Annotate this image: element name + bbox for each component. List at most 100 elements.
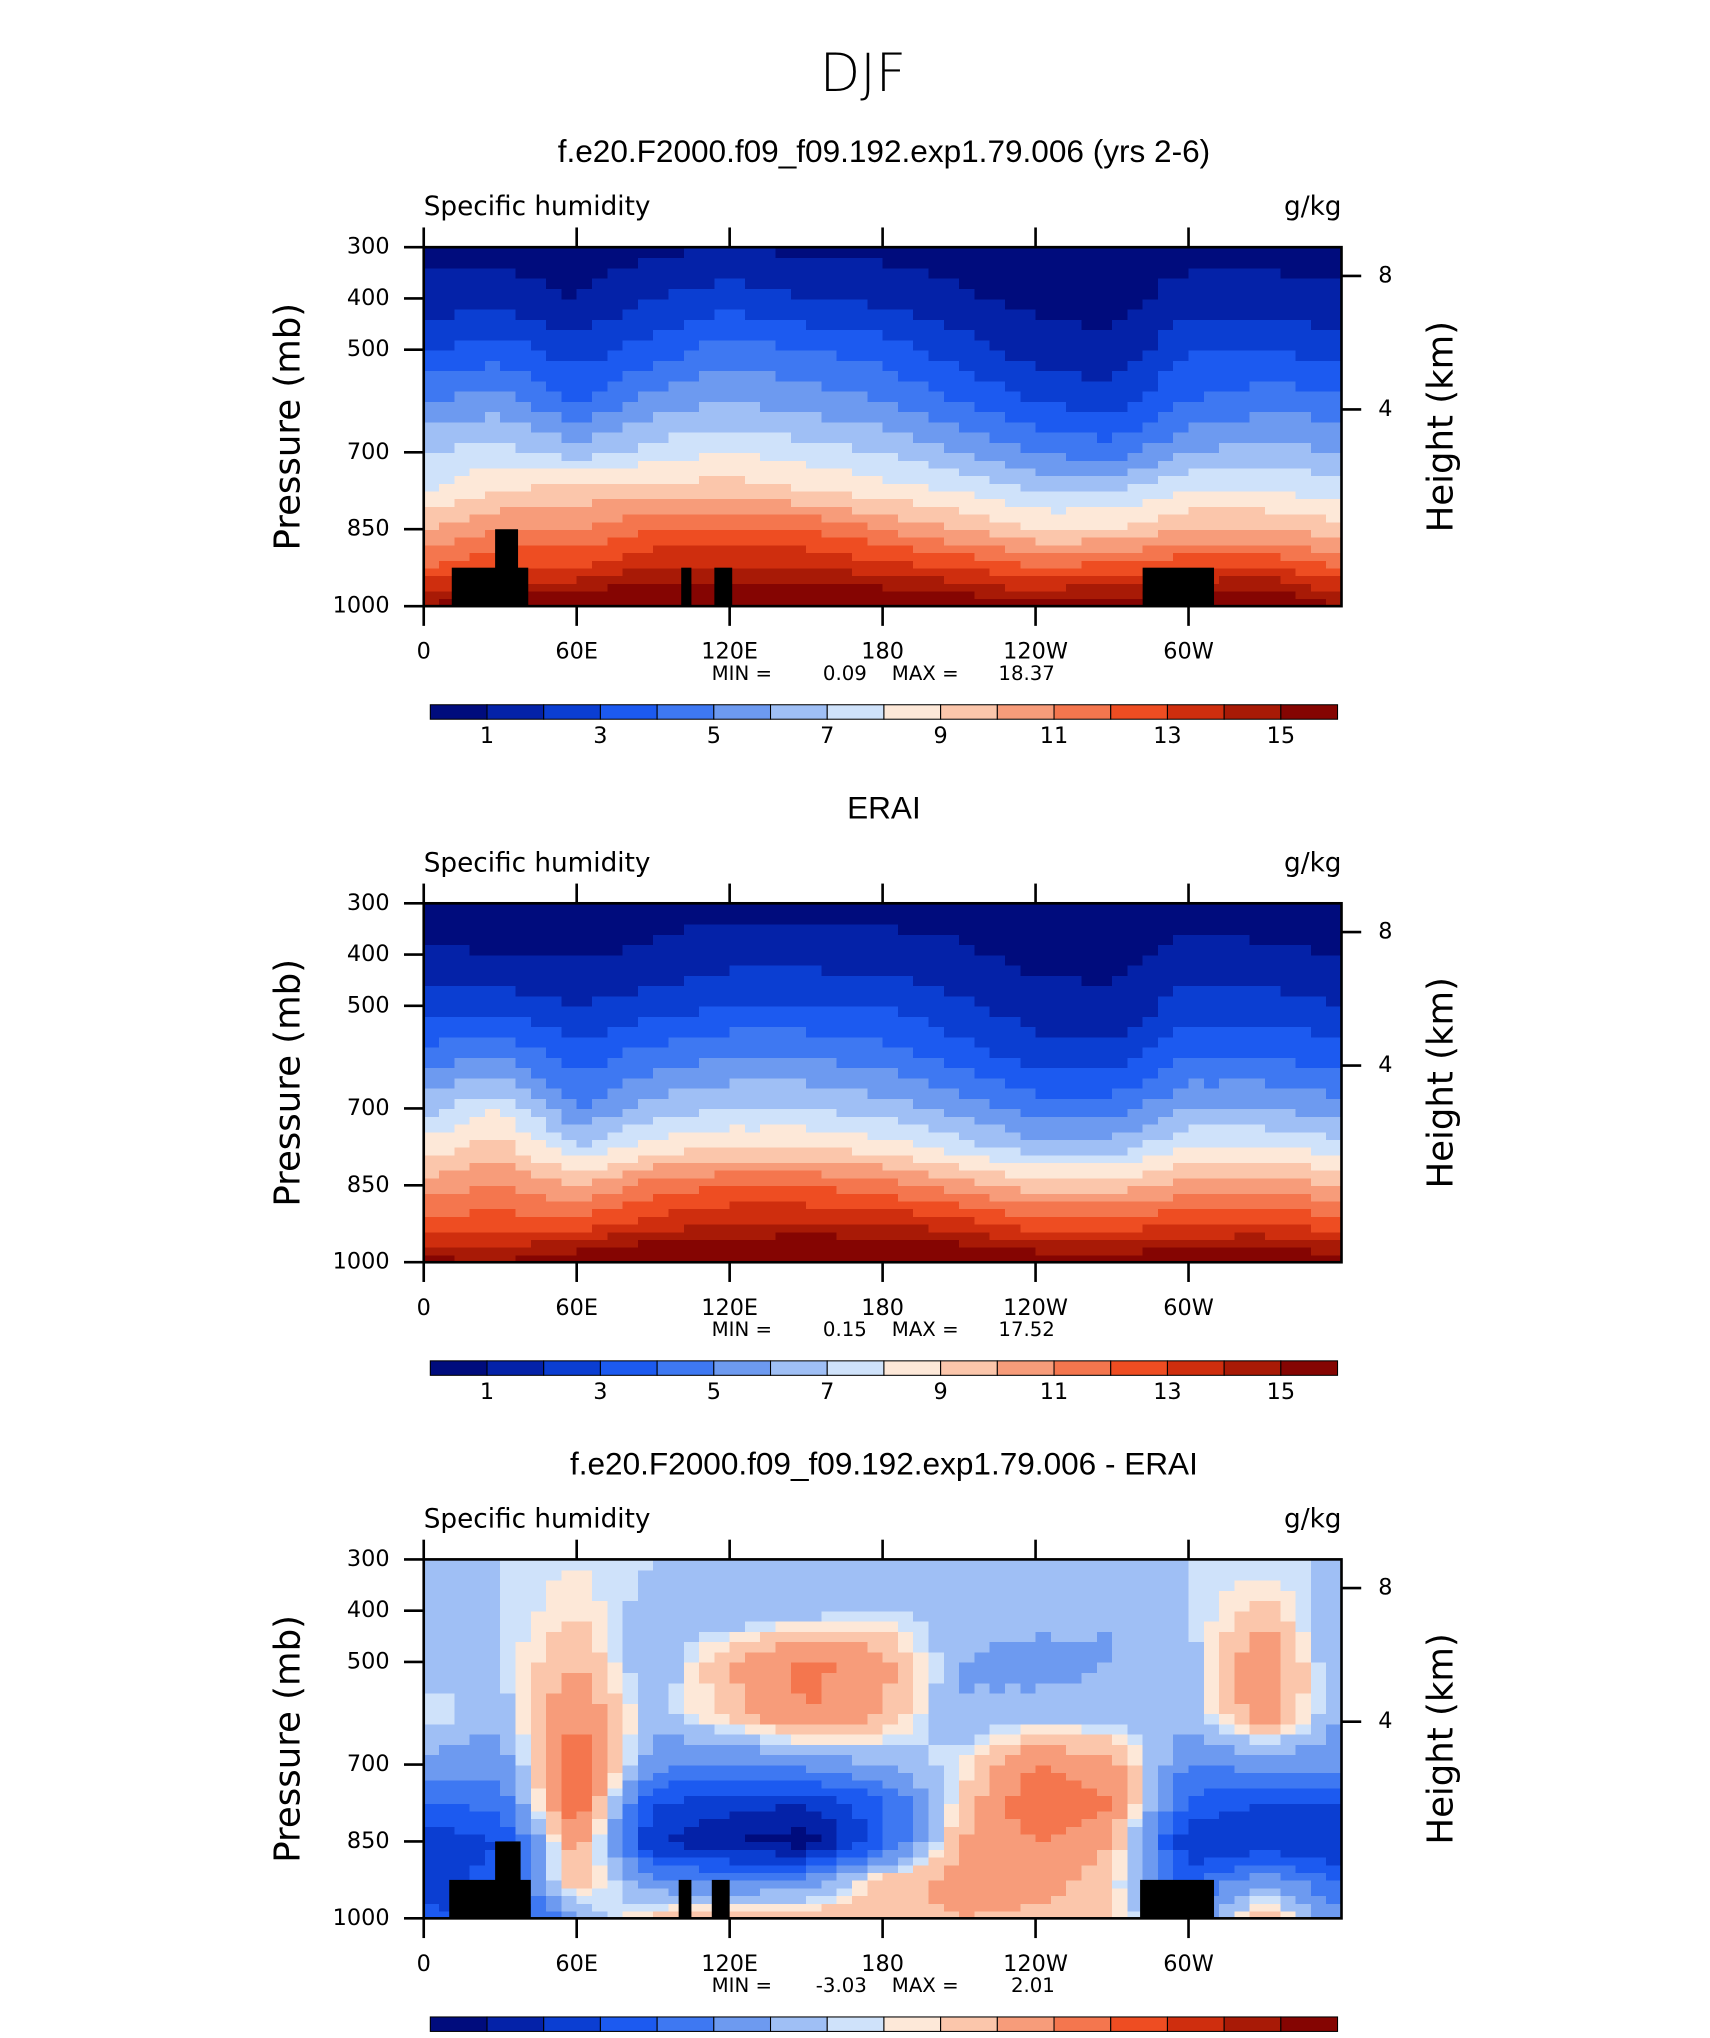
contour-cell bbox=[484, 459, 502, 469]
contour-cell bbox=[974, 1216, 991, 1225]
contour-cell bbox=[1249, 360, 1266, 372]
contour-cell bbox=[897, 1154, 914, 1164]
contour-cell bbox=[1050, 498, 1067, 507]
contour-cell bbox=[1219, 308, 1236, 320]
contour-cell bbox=[989, 1046, 1006, 1058]
contour-cell bbox=[1035, 1077, 1052, 1089]
contour-cell bbox=[943, 1254, 960, 1264]
contour-cell bbox=[1295, 536, 1312, 546]
contour-cell bbox=[576, 1057, 593, 1069]
contour-cell bbox=[439, 903, 456, 915]
contour-cell bbox=[760, 513, 777, 523]
contour-cell bbox=[561, 1902, 578, 1912]
contour-cell bbox=[622, 954, 639, 966]
contour-cell bbox=[699, 1087, 716, 1099]
contour-cell bbox=[1020, 490, 1037, 500]
contour-cell bbox=[1142, 1177, 1159, 1187]
contour-cell bbox=[469, 559, 486, 569]
contour-cell bbox=[668, 1131, 685, 1140]
contour-cell bbox=[1326, 567, 1343, 577]
contour-cell bbox=[1265, 954, 1282, 966]
contour-cell bbox=[806, 567, 823, 577]
contour-cell bbox=[607, 1208, 624, 1217]
contour-cell bbox=[622, 552, 639, 561]
contour-cell bbox=[943, 1231, 960, 1240]
contour-cell bbox=[1326, 964, 1343, 976]
contour-cell bbox=[821, 498, 838, 507]
contour-cell bbox=[1265, 583, 1282, 592]
contour-cell bbox=[836, 467, 853, 477]
contour-cell bbox=[959, 277, 976, 290]
contour-cell bbox=[576, 1046, 593, 1058]
contour-cell bbox=[1203, 559, 1220, 569]
contour-cell bbox=[653, 590, 670, 600]
contour-cell bbox=[790, 903, 807, 915]
contour-cell bbox=[668, 288, 685, 300]
contour-cell bbox=[806, 380, 823, 392]
contour-cell bbox=[760, 1208, 777, 1217]
contour-cell bbox=[760, 954, 777, 966]
contour-cell bbox=[1066, 1087, 1083, 1099]
contour-cell bbox=[974, 513, 991, 523]
contour-cell bbox=[974, 1098, 991, 1110]
contour-cell bbox=[959, 506, 976, 515]
contour-cell bbox=[729, 1162, 746, 1171]
contour-cell bbox=[714, 954, 731, 966]
contour-cell bbox=[561, 288, 578, 300]
contour-cell bbox=[1173, 390, 1190, 402]
contour-cell bbox=[1249, 467, 1266, 477]
contour-cell bbox=[484, 1169, 502, 1179]
contour-cell bbox=[928, 995, 945, 1007]
contour-cell bbox=[1326, 411, 1343, 423]
contour-cell bbox=[1157, 506, 1175, 515]
contour-cell bbox=[1295, 954, 1312, 966]
contour-cell bbox=[1219, 521, 1236, 531]
contour-cell bbox=[760, 257, 777, 269]
contour-cell bbox=[882, 995, 899, 1007]
contour-cell bbox=[1050, 975, 1067, 987]
contour-cell bbox=[500, 1036, 517, 1048]
x-tick-label: 60W bbox=[1163, 1295, 1214, 1321]
contour-cell bbox=[1219, 934, 1236, 946]
y-tick-label: 500 bbox=[347, 336, 390, 362]
contour-cell bbox=[867, 529, 884, 538]
contour-cell bbox=[867, 308, 884, 320]
contour-cell bbox=[637, 483, 654, 492]
contour-cell bbox=[867, 339, 884, 351]
contour-cell bbox=[1280, 1254, 1297, 1264]
contour-cell bbox=[806, 1046, 823, 1058]
contour-cell bbox=[668, 452, 685, 461]
contour-cell bbox=[1249, 421, 1266, 433]
contour-cell bbox=[1004, 1193, 1022, 1202]
contour-cell bbox=[1234, 529, 1251, 538]
colorbar-box bbox=[883, 704, 942, 720]
contour-cell bbox=[790, 1193, 807, 1202]
contour-cell bbox=[1310, 257, 1327, 269]
contour-cell bbox=[959, 421, 976, 433]
contour-cell bbox=[1081, 529, 1098, 538]
contour-cell bbox=[928, 913, 945, 925]
contour-cell bbox=[1035, 598, 1052, 607]
contour-cell bbox=[622, 1216, 639, 1225]
contour-cell bbox=[484, 1193, 502, 1202]
contour-cell bbox=[469, 975, 486, 987]
contour-cell bbox=[775, 567, 792, 577]
contour-cell bbox=[989, 1036, 1006, 1048]
contour-cell bbox=[1127, 1246, 1144, 1256]
contour-cell bbox=[1004, 1057, 1022, 1069]
contour-cell bbox=[515, 1067, 532, 1079]
contour-cell bbox=[1035, 1169, 1052, 1179]
contour-cell bbox=[959, 1116, 976, 1125]
contour-cell bbox=[882, 1146, 899, 1156]
contour-cell bbox=[836, 431, 853, 443]
contour-cell bbox=[1004, 995, 1022, 1007]
contour-cell bbox=[913, 934, 930, 946]
contour-cell bbox=[1295, 995, 1312, 1007]
contour-cell bbox=[576, 1208, 593, 1217]
contour-cell bbox=[974, 401, 991, 413]
contour-cell bbox=[1203, 1216, 1220, 1225]
contour-cell bbox=[913, 975, 930, 987]
contour-cell bbox=[959, 1185, 976, 1194]
contour-cell bbox=[469, 339, 486, 351]
contour-cell bbox=[714, 1077, 731, 1089]
